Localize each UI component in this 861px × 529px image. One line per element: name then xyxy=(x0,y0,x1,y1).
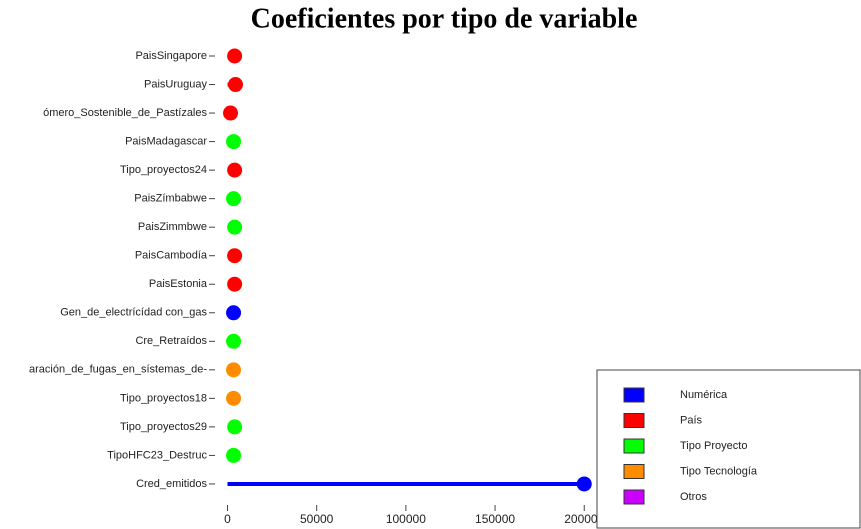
y-tick-label: Gen_de_electrícídad con_gas xyxy=(60,307,207,319)
chart-title: Coeficientes por tipo de variable xyxy=(251,3,638,34)
x-tick-label: 200000 xyxy=(564,512,604,526)
legend-label: Numérica xyxy=(680,389,728,401)
y-tick-label: PaisZimmbwe xyxy=(138,221,207,233)
legend-label: Tipo Tecnología xyxy=(680,465,758,477)
y-tick-label: PaisZímbabwe xyxy=(134,193,207,205)
dot xyxy=(227,276,243,292)
legend-swatch xyxy=(623,464,645,479)
y-tick-label: PaisCambodía xyxy=(135,250,208,262)
dot xyxy=(227,419,243,435)
x-tick-label: 50000 xyxy=(300,512,334,526)
dot xyxy=(226,191,242,207)
dot xyxy=(226,134,242,150)
dot xyxy=(223,105,239,121)
x-tick-label: 100000 xyxy=(386,512,426,526)
dot xyxy=(226,390,242,406)
y-tick-label: Cre_Retraídos xyxy=(135,335,207,347)
y-tick-label: Tipo_proyectos29 xyxy=(120,421,207,433)
dot xyxy=(227,48,243,64)
x-tick-label: 150000 xyxy=(475,512,515,526)
y-tick-label: aración_de_fugas_en_sístemas_de- xyxy=(29,364,207,376)
dot xyxy=(228,77,244,93)
legend-label: País xyxy=(680,414,703,426)
y-tick-label: PaisEstonia xyxy=(149,278,208,290)
legend-swatch xyxy=(623,489,645,505)
dot xyxy=(227,162,243,178)
dot xyxy=(576,476,592,492)
legend-swatch xyxy=(623,413,645,428)
legend-swatch xyxy=(623,387,645,403)
y-tick-label: ómero_Sostenible_de_Pastízales xyxy=(43,107,207,119)
y-tick-label: PaisSingapore xyxy=(135,50,207,62)
dot xyxy=(226,362,242,378)
y-tick-label: Cred_emitidos xyxy=(136,478,207,490)
legend-label: Tipo Proyecto xyxy=(680,440,747,452)
y-tick-label: PaisMadagascar xyxy=(125,135,207,147)
y-tick-label: Tipo_proyectos18 xyxy=(120,392,207,404)
dot xyxy=(227,248,243,264)
dot xyxy=(227,219,243,235)
legend-label: Otros xyxy=(680,491,707,503)
legend-swatch xyxy=(623,438,645,454)
x-tick-label: 0 xyxy=(224,512,231,526)
y-tick-label: PaisUruguay xyxy=(144,78,207,90)
dot xyxy=(226,305,242,321)
y-tick-label: TipoHFC23_Destruc xyxy=(107,449,207,461)
dot xyxy=(226,447,242,463)
y-tick-label: Tipo_proyectos24 xyxy=(120,164,207,176)
dot xyxy=(226,333,242,349)
